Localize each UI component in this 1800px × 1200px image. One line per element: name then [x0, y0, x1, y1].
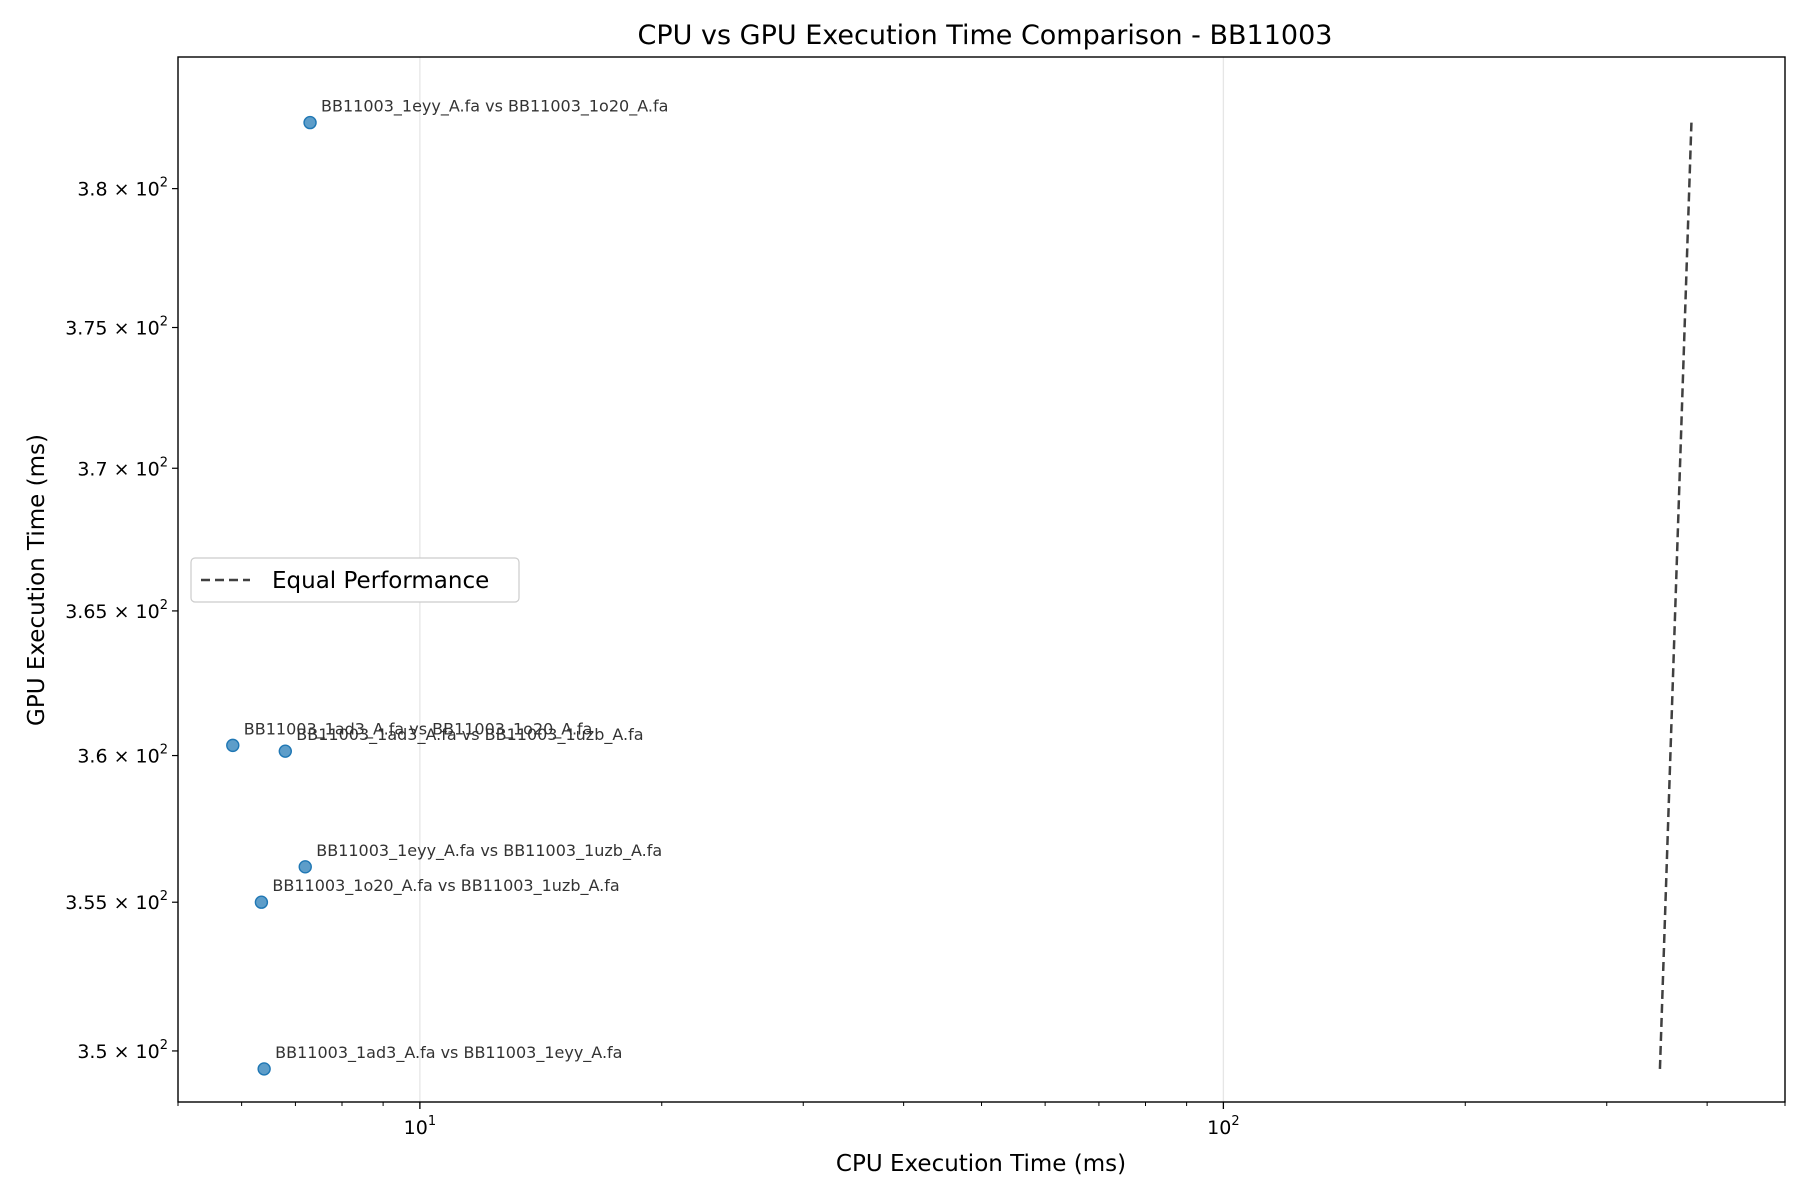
x-tick-base: 10 [404, 1117, 428, 1139]
chart-title: CPU vs GPU Execution Time Comparison - B… [638, 20, 1333, 51]
y-tick-exponent: 2 [160, 743, 168, 758]
equal-performance-line [1658, 122, 1693, 1069]
y-tick-exponent: 2 [160, 176, 168, 191]
y-tick-mantissa: 3.5 [77, 1041, 107, 1063]
data-points [226, 115, 317, 1076]
data-point [257, 1062, 271, 1076]
point-label: BB11003_1ad3_A.fa vs BB11003_1uzb_A.fa [296, 725, 643, 745]
y-tick-label: 3.55 × 102 [65, 889, 168, 914]
y-tick-label: 3.6 × 102 [77, 743, 168, 768]
y-tick-label: 3.8 × 102 [77, 176, 168, 201]
point-label: BB11003_1eyy_A.fa vs BB11003_1uzb_A.fa [316, 841, 662, 861]
y-tick-exponent: 2 [160, 598, 168, 613]
y-tick-mantissa: 3.6 [77, 746, 107, 768]
y-tick-label: 3.75 × 102 [65, 315, 168, 340]
x-tick-exponent: 2 [1231, 1114, 1239, 1129]
x-axis: 101 102 [177, 1102, 1786, 1139]
y-tick-mantissa: 3.8 [77, 179, 107, 201]
data-point [298, 860, 312, 874]
y-tick-exponent: 2 [160, 315, 168, 330]
data-point [278, 744, 292, 758]
y-tick-exponent: 2 [160, 889, 168, 904]
y-tick-mantissa: 3.7 [77, 458, 107, 480]
legend: Equal Performance [190, 557, 520, 603]
x-axis-label: CPU Execution Time (ms) [836, 1151, 1126, 1177]
y-tick-mantissa: 3.75 [65, 318, 107, 340]
y-tick-exponent: 2 [160, 455, 168, 470]
point-label: BB11003_1o20_A.fa vs BB11003_1uzb_A.fa [272, 876, 619, 896]
y-tick-label: 3.7 × 102 [77, 455, 168, 480]
point-label: BB11003_1ad3_A.fa vs BB11003_1o20_A.fa [244, 719, 593, 739]
y-tick-mantissa: 3.55 [65, 892, 107, 914]
y-tick-mantissa: 3.65 [65, 601, 107, 623]
equal-performance-line-layer [1658, 122, 1693, 1069]
y-axis-label: GPU Execution Time (ms) [24, 434, 50, 726]
x-tick-label: 102 [1207, 1114, 1239, 1139]
x-tick-base: 10 [1207, 1117, 1231, 1139]
data-point [254, 895, 269, 909]
point-labels: BB11003_1eyy_A.fa vs BB11003_1o20_A.fa BB… [244, 97, 669, 1063]
y-tick-label: 3.65 × 102 [65, 598, 168, 623]
x-tick-label: 101 [404, 1114, 436, 1139]
legend-box [190, 557, 520, 603]
point-label: BB11003_1ad3_A.fa vs BB11003_1eyy_A.fa [275, 1043, 622, 1063]
legend-label: Equal Performance [272, 568, 489, 594]
data-point [303, 115, 317, 130]
data-point [226, 738, 240, 753]
y-tick-label: 3.5 × 102 [77, 1038, 168, 1063]
point-label: BB11003_1eyy_A.fa vs BB11003_1o20_A.fa [321, 97, 668, 117]
x-tick-exponent: 1 [428, 1114, 436, 1129]
y-tick-exponent: 2 [160, 1038, 168, 1053]
